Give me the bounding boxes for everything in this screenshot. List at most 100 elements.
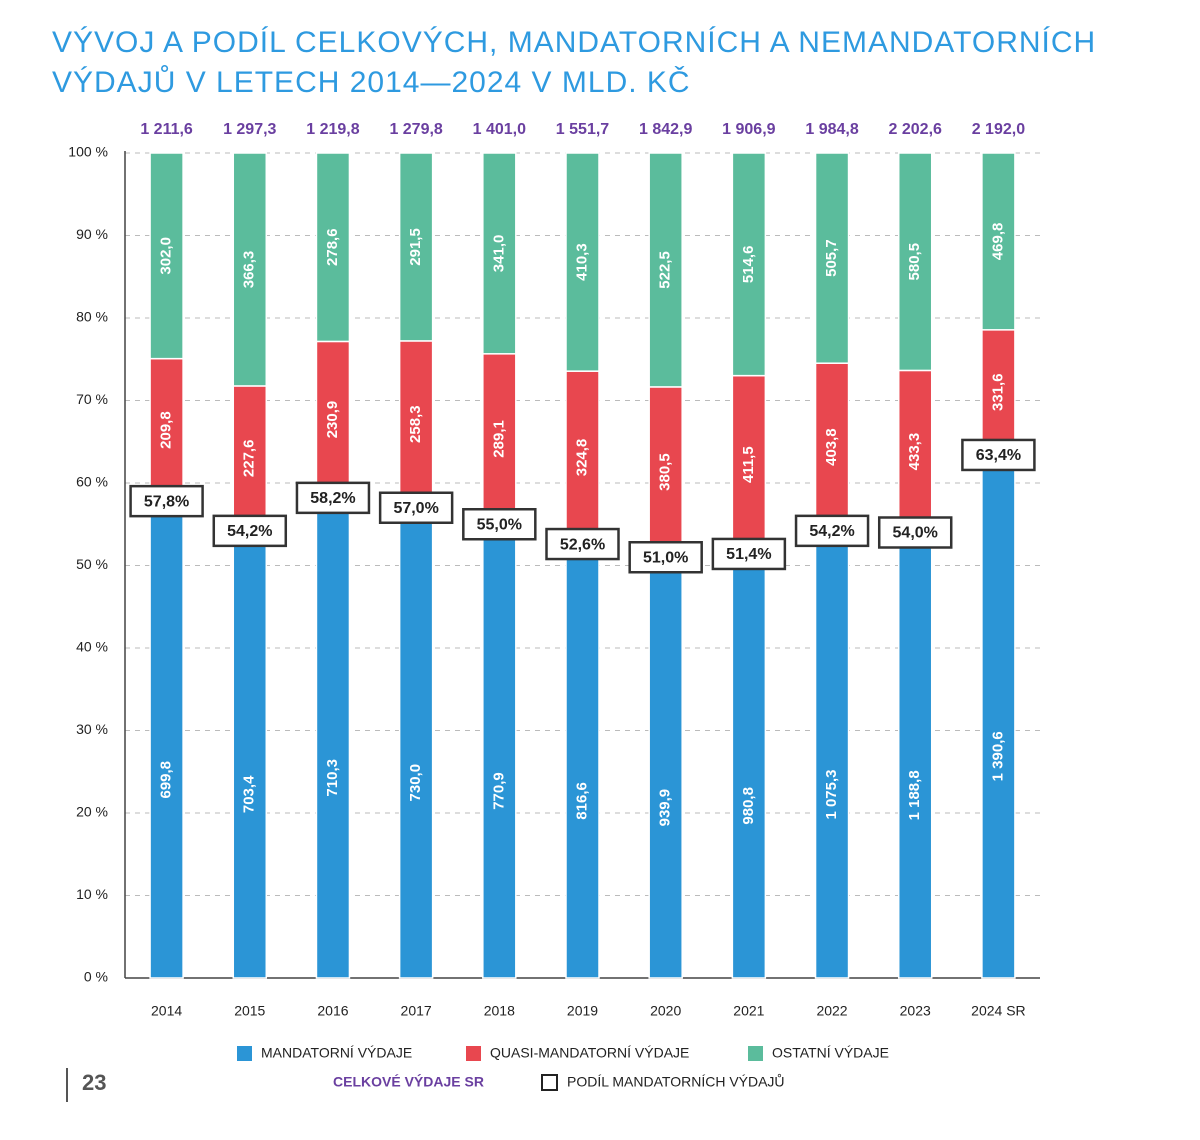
- bar-segment: [565, 370, 600, 545]
- segment-label: 980,8: [740, 787, 757, 825]
- share-label: 51,4%: [726, 546, 771, 563]
- segment-label: 278,6: [324, 228, 341, 266]
- y-tick-label: 90 %: [76, 226, 108, 242]
- legend-label: MANDATORNÍ VÝDAJE: [261, 1045, 412, 1061]
- legend-label: QUASI-MANDATORNÍ VÝDAJE: [490, 1045, 689, 1061]
- segment-label: 209,8: [158, 411, 175, 449]
- bar-segment: [482, 353, 517, 525]
- total-label: 1 401,0: [473, 121, 526, 138]
- segment-label: 580,5: [906, 243, 923, 281]
- x-tick-label: 2016: [317, 1003, 348, 1019]
- segment-label: 410,3: [573, 243, 590, 281]
- bar-segment: [814, 362, 850, 532]
- segment-label: 939,9: [657, 789, 674, 827]
- chart-title: VÝVOJ A PODÍL CELKOVÝCH, MANDATORNÍCH A …: [52, 26, 1096, 59]
- share-box: [628, 541, 703, 574]
- bar-segment: [814, 530, 850, 979]
- total-label: 1 842,9: [639, 121, 692, 138]
- segment-label: 289,1: [490, 420, 507, 458]
- share-box: [794, 514, 870, 548]
- bar-segment: [981, 453, 1016, 979]
- y-tick-label: 60 %: [76, 474, 108, 490]
- share-label: 58,2%: [310, 490, 355, 507]
- x-tick-label: 2015: [234, 1003, 265, 1019]
- segment-label: 302,0: [158, 237, 175, 275]
- segment-label: 331,6: [989, 373, 1006, 411]
- bar-segment: [398, 506, 434, 979]
- x-tick-label: 2014: [151, 1003, 182, 1019]
- share-label: 54,0%: [893, 525, 938, 542]
- bar-segment: [897, 152, 933, 372]
- bar-segment: [648, 152, 683, 388]
- bar-segment: [149, 152, 184, 360]
- y-tick-label: 20 %: [76, 804, 108, 820]
- segment-label: 1 390,6: [989, 731, 1006, 781]
- share-box: [877, 516, 953, 549]
- segment-label: 710,3: [324, 759, 341, 797]
- bar-segment: [232, 152, 268, 387]
- x-tick-label: 2022: [816, 1003, 847, 1019]
- share-box: [129, 484, 204, 518]
- y-tick-label: 30 %: [76, 721, 108, 737]
- share-box: [378, 491, 454, 524]
- bar-segment: [482, 523, 517, 979]
- x-tick-label: 2021: [733, 1003, 764, 1019]
- legend-swatch: [541, 1074, 558, 1091]
- legend-label: CELKOVÉ VÝDAJE SR: [333, 1073, 484, 1090]
- share-label: 52,6%: [560, 536, 605, 553]
- x-tick-label: 2024 SR: [971, 1003, 1025, 1019]
- chart-title: VÝDAJŮ V LETECH 2014—2024 V MLD. KČ: [52, 65, 691, 99]
- segment-label: 514,6: [740, 246, 757, 284]
- legend-label: OSTATNÍ VÝDAJE: [772, 1045, 889, 1061]
- bar-segment: [565, 543, 600, 979]
- y-tick-label: 80 %: [76, 309, 108, 325]
- total-label: 2 192,0: [972, 121, 1025, 138]
- segment-label: 522,5: [657, 251, 674, 289]
- total-label: 1 211,6: [140, 121, 193, 138]
- segment-label: 403,8: [823, 428, 840, 466]
- share-box: [711, 537, 787, 571]
- segment-label: 258,3: [407, 405, 424, 443]
- segment-label: 505,7: [823, 239, 840, 277]
- share-box: [462, 508, 537, 541]
- segment-label: 770,9: [490, 772, 507, 810]
- y-tick-label: 70 %: [76, 391, 108, 407]
- share-box: [545, 527, 620, 561]
- share-box: [961, 438, 1036, 472]
- y-tick-label: 0 %: [84, 969, 108, 985]
- share-label: 54,2%: [227, 523, 272, 540]
- legend-swatch: [237, 1046, 252, 1061]
- segment-label: 230,9: [324, 401, 341, 439]
- total-label: 2 202,6: [889, 121, 942, 138]
- x-tick-label: 2018: [484, 1003, 515, 1019]
- segment-label: 699,8: [158, 761, 175, 799]
- bar-segment: [731, 152, 767, 377]
- segment-label: 730,0: [407, 764, 424, 802]
- bar-segment: [232, 529, 268, 979]
- bar-segment: [315, 496, 351, 979]
- total-label: 1 219,8: [306, 121, 359, 138]
- segment-label: 324,8: [573, 439, 590, 477]
- bar-segment: [897, 531, 933, 979]
- bar-segment: [315, 340, 351, 499]
- segment-label: 366,3: [241, 251, 258, 289]
- x-tick-label: 2020: [650, 1003, 681, 1019]
- bar-segment: [232, 385, 268, 532]
- bar-segment: [398, 152, 434, 342]
- bar-segment: [814, 152, 850, 364]
- bar-segment: [315, 152, 351, 343]
- bar-segment: [398, 340, 434, 509]
- segment-label: 816,6: [573, 782, 590, 820]
- segment-label: 411,5: [740, 446, 757, 483]
- total-label: 1 297,3: [223, 121, 276, 138]
- share-box: [212, 514, 288, 548]
- share-label: 54,2%: [809, 523, 854, 540]
- page-number: 23: [82, 1070, 106, 1095]
- bar-segment: [565, 152, 600, 372]
- segment-label: 227,6: [241, 440, 258, 478]
- bar-segment: [482, 152, 517, 355]
- segment-label: 469,8: [989, 223, 1006, 261]
- total-label: 1 551,7: [556, 121, 609, 138]
- total-label: 1 906,9: [722, 121, 775, 138]
